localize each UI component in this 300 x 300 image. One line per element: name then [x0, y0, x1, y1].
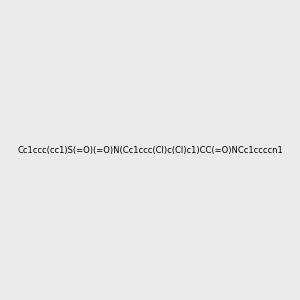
Text: Cc1ccc(cc1)S(=O)(=O)N(Cc1ccc(Cl)c(Cl)c1)CC(=O)NCc1ccccn1: Cc1ccc(cc1)S(=O)(=O)N(Cc1ccc(Cl)c(Cl)c1)… — [17, 146, 283, 154]
